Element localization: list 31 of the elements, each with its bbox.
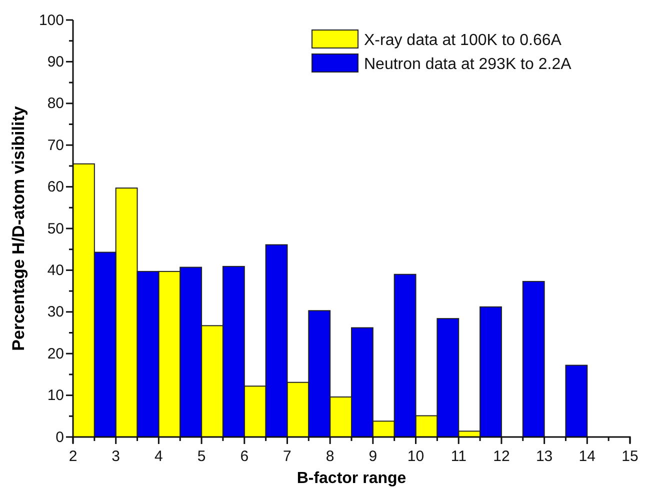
y-axis-title: Percentage H/D-atom visibility bbox=[9, 106, 28, 351]
x-tick-label: 12 bbox=[493, 448, 510, 465]
x-tick-label: 10 bbox=[407, 448, 424, 465]
y-tick-label: 40 bbox=[47, 262, 64, 279]
y-tick-label: 100 bbox=[38, 12, 64, 29]
x-tick-label: 5 bbox=[197, 448, 206, 465]
y-tick-label: 30 bbox=[47, 304, 64, 321]
y-tick-label: 70 bbox=[47, 136, 64, 154]
y-tick-label: 10 bbox=[47, 387, 64, 404]
y-tick-label: 90 bbox=[47, 54, 64, 70]
x-tick-label: 11 bbox=[450, 448, 466, 465]
x-tick-label: 13 bbox=[536, 448, 553, 465]
legend-label: Neutron data at 293K to 2.2A bbox=[364, 56, 572, 73]
bar bbox=[565, 364, 588, 438]
x-axis-title: B-factor range bbox=[296, 470, 406, 487]
x-tick-label: 8 bbox=[326, 448, 334, 465]
x-tick-label: 2 bbox=[68, 448, 78, 465]
x-tick-label: 6 bbox=[240, 448, 249, 465]
x-tick-label: 7 bbox=[283, 448, 292, 465]
x-tick-label: 3 bbox=[112, 448, 120, 465]
y-tick-label: 20 bbox=[47, 345, 64, 362]
y-tick-label: 80 bbox=[47, 95, 64, 112]
x-tick-label: 14 bbox=[578, 448, 596, 465]
y-tick-label: 60 bbox=[47, 178, 64, 196]
x-tick-label: 4 bbox=[154, 448, 163, 465]
y-tick-label: 0 bbox=[56, 428, 64, 446]
y-tick-label: 50 bbox=[47, 220, 64, 238]
x-tick-label: 9 bbox=[368, 448, 378, 465]
legend-label: X-ray data at 100K to 0.66A bbox=[364, 32, 562, 49]
bar bbox=[522, 280, 545, 438]
x-tick-label: 15 bbox=[622, 448, 638, 465]
